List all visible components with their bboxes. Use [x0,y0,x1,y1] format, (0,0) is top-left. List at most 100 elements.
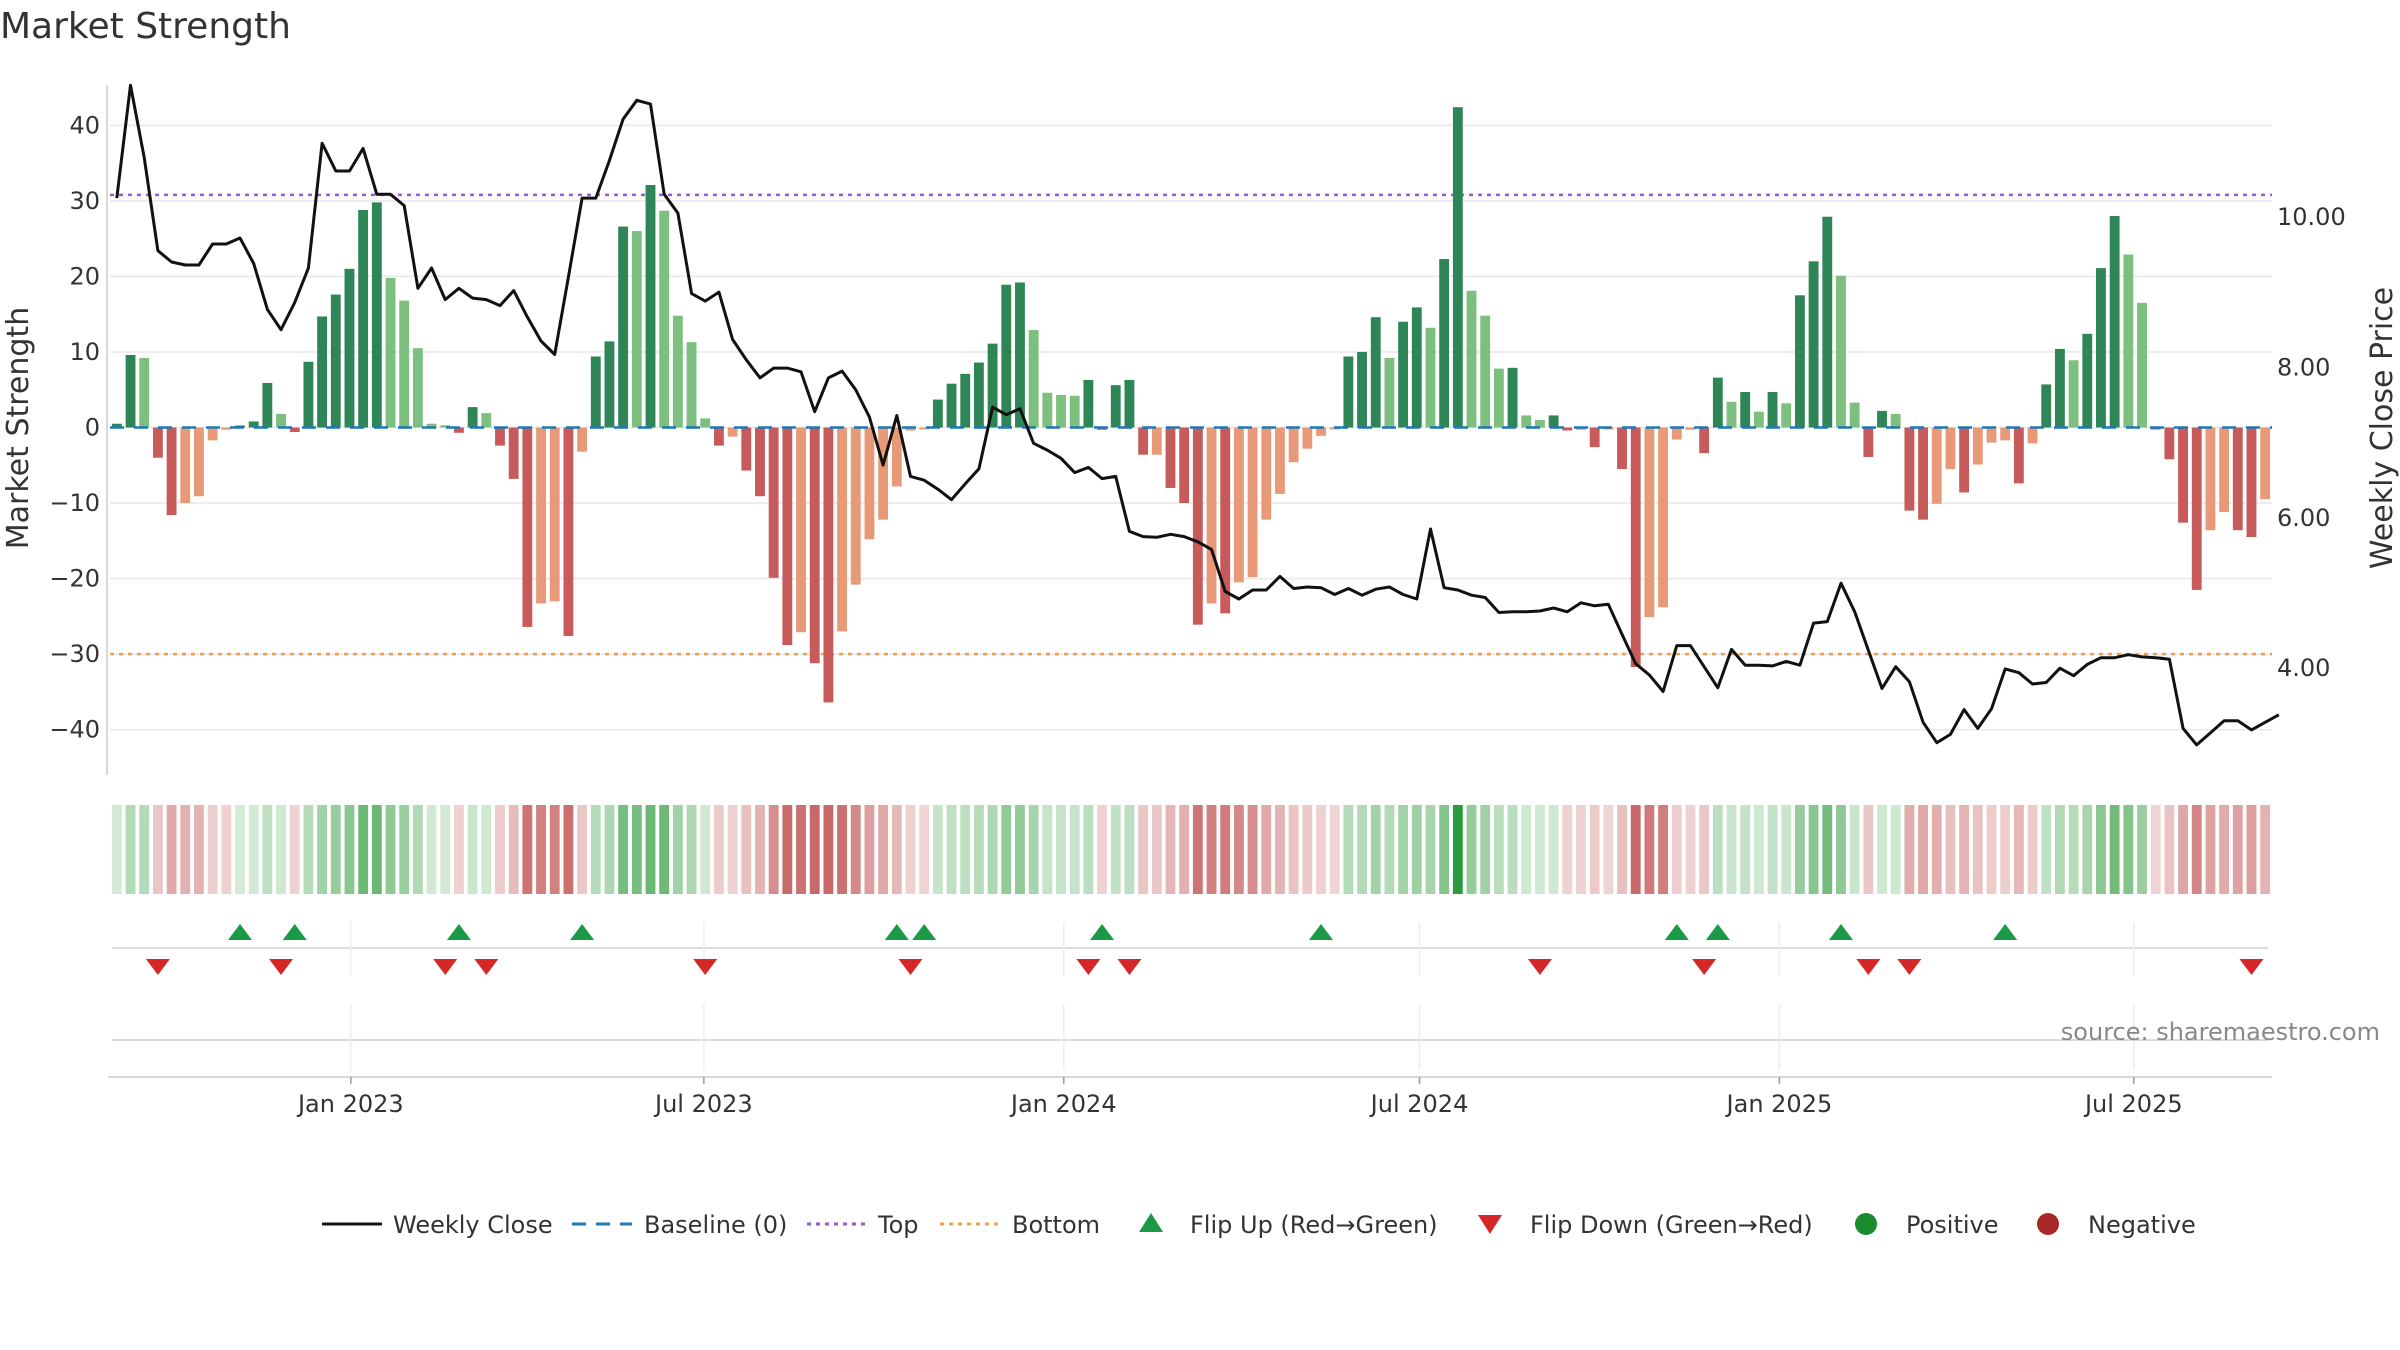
strength-bar [1493,368,1504,428]
strength-bar [1808,261,1819,428]
y-tick-label: −10 [49,489,100,517]
strip-cell [1357,805,1367,894]
strength-bar [1685,427,1696,430]
strip-cell [768,805,779,894]
strip-cell [590,805,601,894]
strength-bar [891,427,902,487]
strip-cell [1849,805,1860,894]
strength-bar [1124,379,1135,428]
strength-bar [139,358,150,428]
strip-cell [1329,805,1340,894]
strength-bar [755,427,765,497]
strength-bar [385,277,396,428]
strip-cell [1343,805,1354,894]
strip-cell [1370,805,1381,894]
strip-cell [1083,805,1094,894]
strip-cell [2137,805,2147,894]
strip-cell [1138,805,1149,894]
strip-cell [1097,805,1107,894]
strip-cell [1699,805,1710,894]
reference-lines [110,193,2272,656]
strength-bar [440,425,451,428]
flip-down-marker [269,959,294,975]
strength-bar [2232,427,2243,531]
strength-bar [1877,410,1887,428]
strength-bar [1220,427,1231,614]
strip-cell [262,805,273,894]
strength-bar [1384,358,1395,428]
strength-bar [1110,385,1121,428]
strength-bar [1015,282,1025,428]
strength-bar [946,383,957,428]
strip-cell [481,805,492,894]
strip-cell [2096,805,2106,894]
strip-cell [221,805,232,894]
strip-cell [686,805,697,894]
strength-bar [1083,379,1094,428]
strip-cell [850,805,861,894]
y2-tick-label: 10.00 [2277,203,2346,231]
strip-cell [577,805,588,894]
strip-cell [1028,805,1039,894]
flip-down-marker [1897,959,1922,975]
strength-bar [371,202,382,428]
strength-bar [289,427,300,433]
strip-cell [919,805,930,894]
legend-flip-down-icon [1478,1215,1502,1234]
strip-cell [1493,805,1504,894]
y2-tick-label: 8.00 [2277,353,2330,381]
strip-cell [1247,805,1258,894]
strength-bar [672,315,683,428]
strip-cell [111,805,122,894]
strength-bar [1794,295,1805,428]
strip-cell [180,805,191,894]
strip-cell [508,805,519,894]
strength-bar [960,373,971,428]
strength-bar [412,348,423,428]
strip-cell [412,805,423,894]
strength-bar [1863,427,1874,457]
x-tick-label: Jan 2023 [296,1090,404,1118]
strip-cell [358,805,369,894]
strength-bar [2191,427,2202,590]
legend-flip-up-icon [1139,1213,1163,1232]
strip-cell [1822,805,1833,894]
flip-down-marker [1076,959,1101,975]
strip-cell [1233,805,1244,894]
strength-bar [111,423,122,428]
strip-cell [344,805,355,894]
strength-bar [864,427,875,540]
strip-cell [755,805,765,894]
strip-cell [440,805,451,894]
strip-cell [1042,805,1053,894]
strip-cell [2109,805,2120,894]
strip-cell [2123,805,2134,894]
strip-cell [2191,805,2202,894]
strip-cell [1603,805,1614,894]
strength-bar [467,407,478,428]
strip-cell [823,805,834,894]
flip-up-marker [570,924,595,940]
strength-bar [604,341,615,428]
strength-bars [111,107,2271,703]
strength-bar [1275,427,1285,494]
strip-cell [1658,805,1669,894]
strip-cell [2041,805,2052,894]
strength-bar [344,268,355,428]
strip-cell [1972,805,1983,894]
strip-cell [194,805,204,894]
strip-cell [1931,805,1942,894]
strip-cell [289,805,300,894]
strength-bar [837,427,847,632]
flip-down-marker [1692,959,1717,975]
strip-cell [303,805,314,894]
strength-bar [645,185,656,428]
strip-cell [1904,805,1915,894]
strength-bar [590,356,601,428]
strip-cell [1671,805,1682,894]
strip-cell [659,805,670,894]
strip-cell [1261,805,1272,894]
strength-bar [713,427,724,446]
strength-bar [194,427,204,497]
strength-bar [768,427,779,578]
